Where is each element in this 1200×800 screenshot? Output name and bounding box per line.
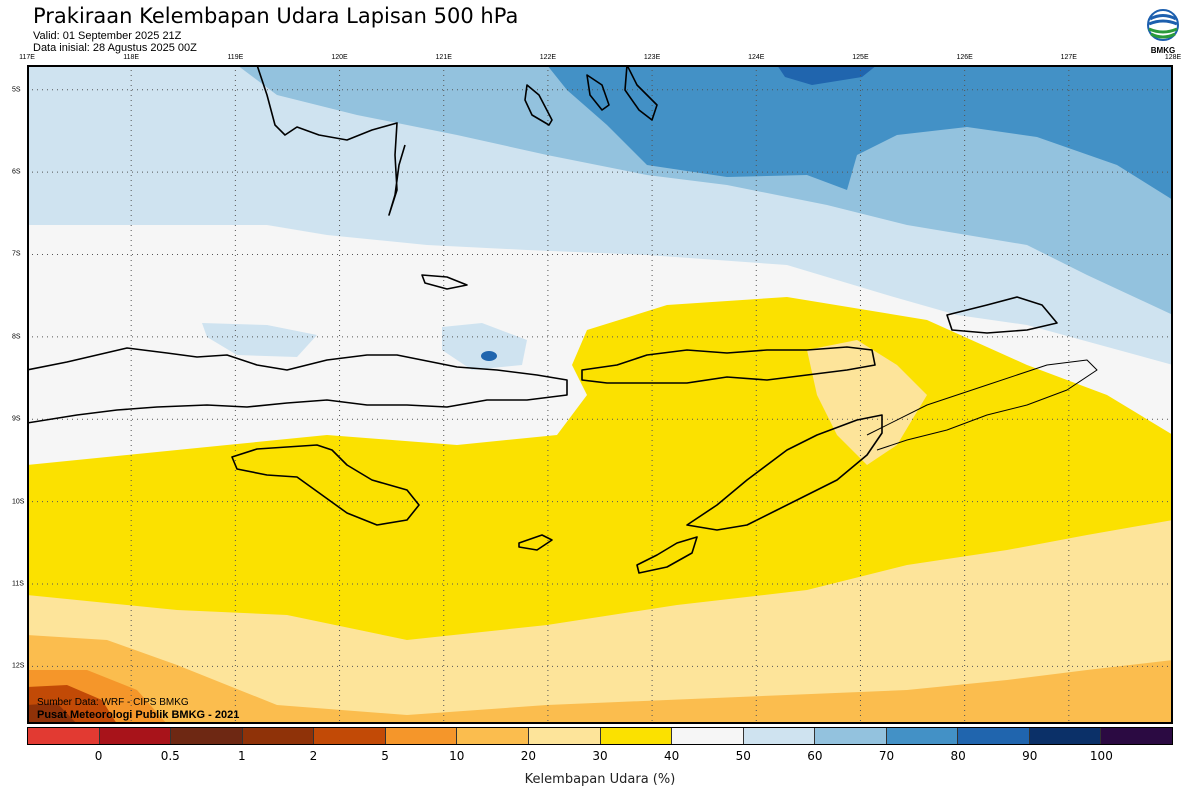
map-border — [27, 65, 1173, 724]
colorbar-tick-60: 60 — [807, 749, 823, 763]
institution-credit: Pusat Meteorologi Publik BMKG - 2021 — [37, 709, 240, 721]
lat-label-8S: 8S — [12, 333, 21, 341]
band-80-90-spot — [481, 351, 497, 361]
band-50-60-patch — [202, 323, 317, 357]
colorbar-segment-7 — [528, 728, 601, 744]
colorbar-segment-10 — [743, 728, 816, 744]
lon-label-123E: 123E — [643, 54, 661, 61]
colorbar-tick-50: 50 — [735, 749, 751, 763]
colorbar-tick-40: 40 — [663, 749, 680, 763]
lon-label-126E: 126E — [956, 54, 973, 61]
wetar-coast — [946, 296, 1058, 334]
lon-label-118E: 118E — [123, 54, 140, 61]
colorbar-tick-100: 100 — [1089, 749, 1113, 763]
bmkg-logo-icon — [1147, 9, 1179, 41]
lon-label-122E: 122E — [539, 54, 557, 61]
lat-label-9S: 9S — [12, 415, 21, 423]
colorbar-tick-2: 2 — [309, 749, 318, 763]
maluku-coast-1 — [586, 74, 610, 111]
colorbar-segment-8 — [600, 728, 673, 744]
bmkg-logo-text: BMKG — [1150, 46, 1176, 55]
colorbar — [27, 727, 1173, 745]
band-80-90 — [777, 65, 877, 85]
colorbar-label: Kelembapan Udara (%) — [524, 772, 676, 787]
bmkg-logo: BMKG — [1143, 8, 1183, 56]
flores-coast — [581, 346, 876, 384]
band-1-2 — [27, 703, 77, 724]
colorbar-tick-20: 20 — [520, 749, 537, 763]
sulawesi-coast — [256, 65, 406, 216]
sumbawa-lombok-coast — [27, 347, 568, 424]
lon-label-121E: 121E — [435, 54, 452, 61]
colorbar-tick-10: 10 — [449, 749, 465, 763]
savu-coast — [518, 534, 553, 551]
flores-sea-isle — [421, 274, 468, 290]
grid-lines — [27, 65, 1173, 724]
humidity-map — [27, 65, 1173, 724]
lat-label-10S: 10S — [12, 498, 25, 506]
lon-label-119E: 119E — [227, 54, 244, 61]
lat-label-12S: 12S — [12, 662, 25, 670]
colorbar-segment-11 — [815, 728, 887, 744]
colorbar-tick-90: 90 — [1022, 749, 1038, 763]
lon-label-128E: 128E — [1164, 54, 1182, 61]
colorbar-segment-5 — [385, 728, 458, 744]
colorbar-tick-30: 30 — [592, 749, 608, 763]
maluku-coast-2 — [624, 65, 658, 121]
lon-label-120E: 120E — [331, 54, 348, 61]
colorbar-segment-6 — [457, 728, 529, 744]
timor-sea-line — [866, 359, 1098, 451]
colorbar-tick-80: 80 — [950, 749, 966, 763]
colorbar-segment-3 — [242, 728, 315, 744]
colorbar-tick-1: 1 — [238, 749, 246, 763]
colorbar-segment-2 — [171, 728, 243, 744]
rote-coast — [636, 536, 698, 574]
band-10-20 — [27, 635, 1173, 724]
band-20-30 — [27, 520, 1173, 724]
colorbar-tick-70: 70 — [878, 749, 895, 763]
colorbar-segment-15 — [1101, 728, 1172, 744]
band-50-60-patch-2 — [442, 323, 527, 370]
data-source: Sumber Data: WRF - CIPS BMKG — [37, 697, 189, 708]
colorbar-segment-4 — [314, 728, 386, 744]
initial-time: Data inisial: 28 Agustus 2025 00Z — [33, 42, 197, 54]
lon-label-127E: 127E — [1060, 54, 1077, 61]
colorbar-segment-14 — [1029, 728, 1102, 744]
lat-label-7S: 7S — [12, 250, 21, 258]
sumba-coast — [231, 444, 420, 526]
lat-label-6S: 6S — [12, 168, 21, 176]
lon-label-124E: 124E — [748, 54, 765, 61]
valid-time: Valid: 01 September 2025 21Z — [33, 30, 182, 42]
colorbar-tick-0.5: 0.5 — [160, 749, 180, 763]
colorbar-segment-0 — [28, 728, 100, 744]
timor-coast — [686, 414, 883, 531]
lat-label-5S: 5S — [12, 86, 21, 94]
colorbar-tick-5: 5 — [381, 749, 389, 763]
buton-coast — [524, 84, 553, 126]
band-70-80 — [547, 65, 1173, 200]
coastlines — [27, 65, 1098, 574]
lon-label-125E: 125E — [852, 54, 869, 61]
colorbar-tick-0: 0 — [94, 749, 103, 763]
lon-label-117E: 117E — [19, 54, 35, 61]
colorbar-segment-13 — [958, 728, 1030, 744]
colorbar-segment-1 — [99, 728, 172, 744]
map-title: Prakiraan Kelembapan Udara Lapisan 500 h… — [33, 4, 519, 28]
colorbar-segment-9 — [672, 728, 744, 744]
lat-label-11S: 11S — [12, 580, 24, 588]
colorbar-segment-12 — [886, 728, 959, 744]
